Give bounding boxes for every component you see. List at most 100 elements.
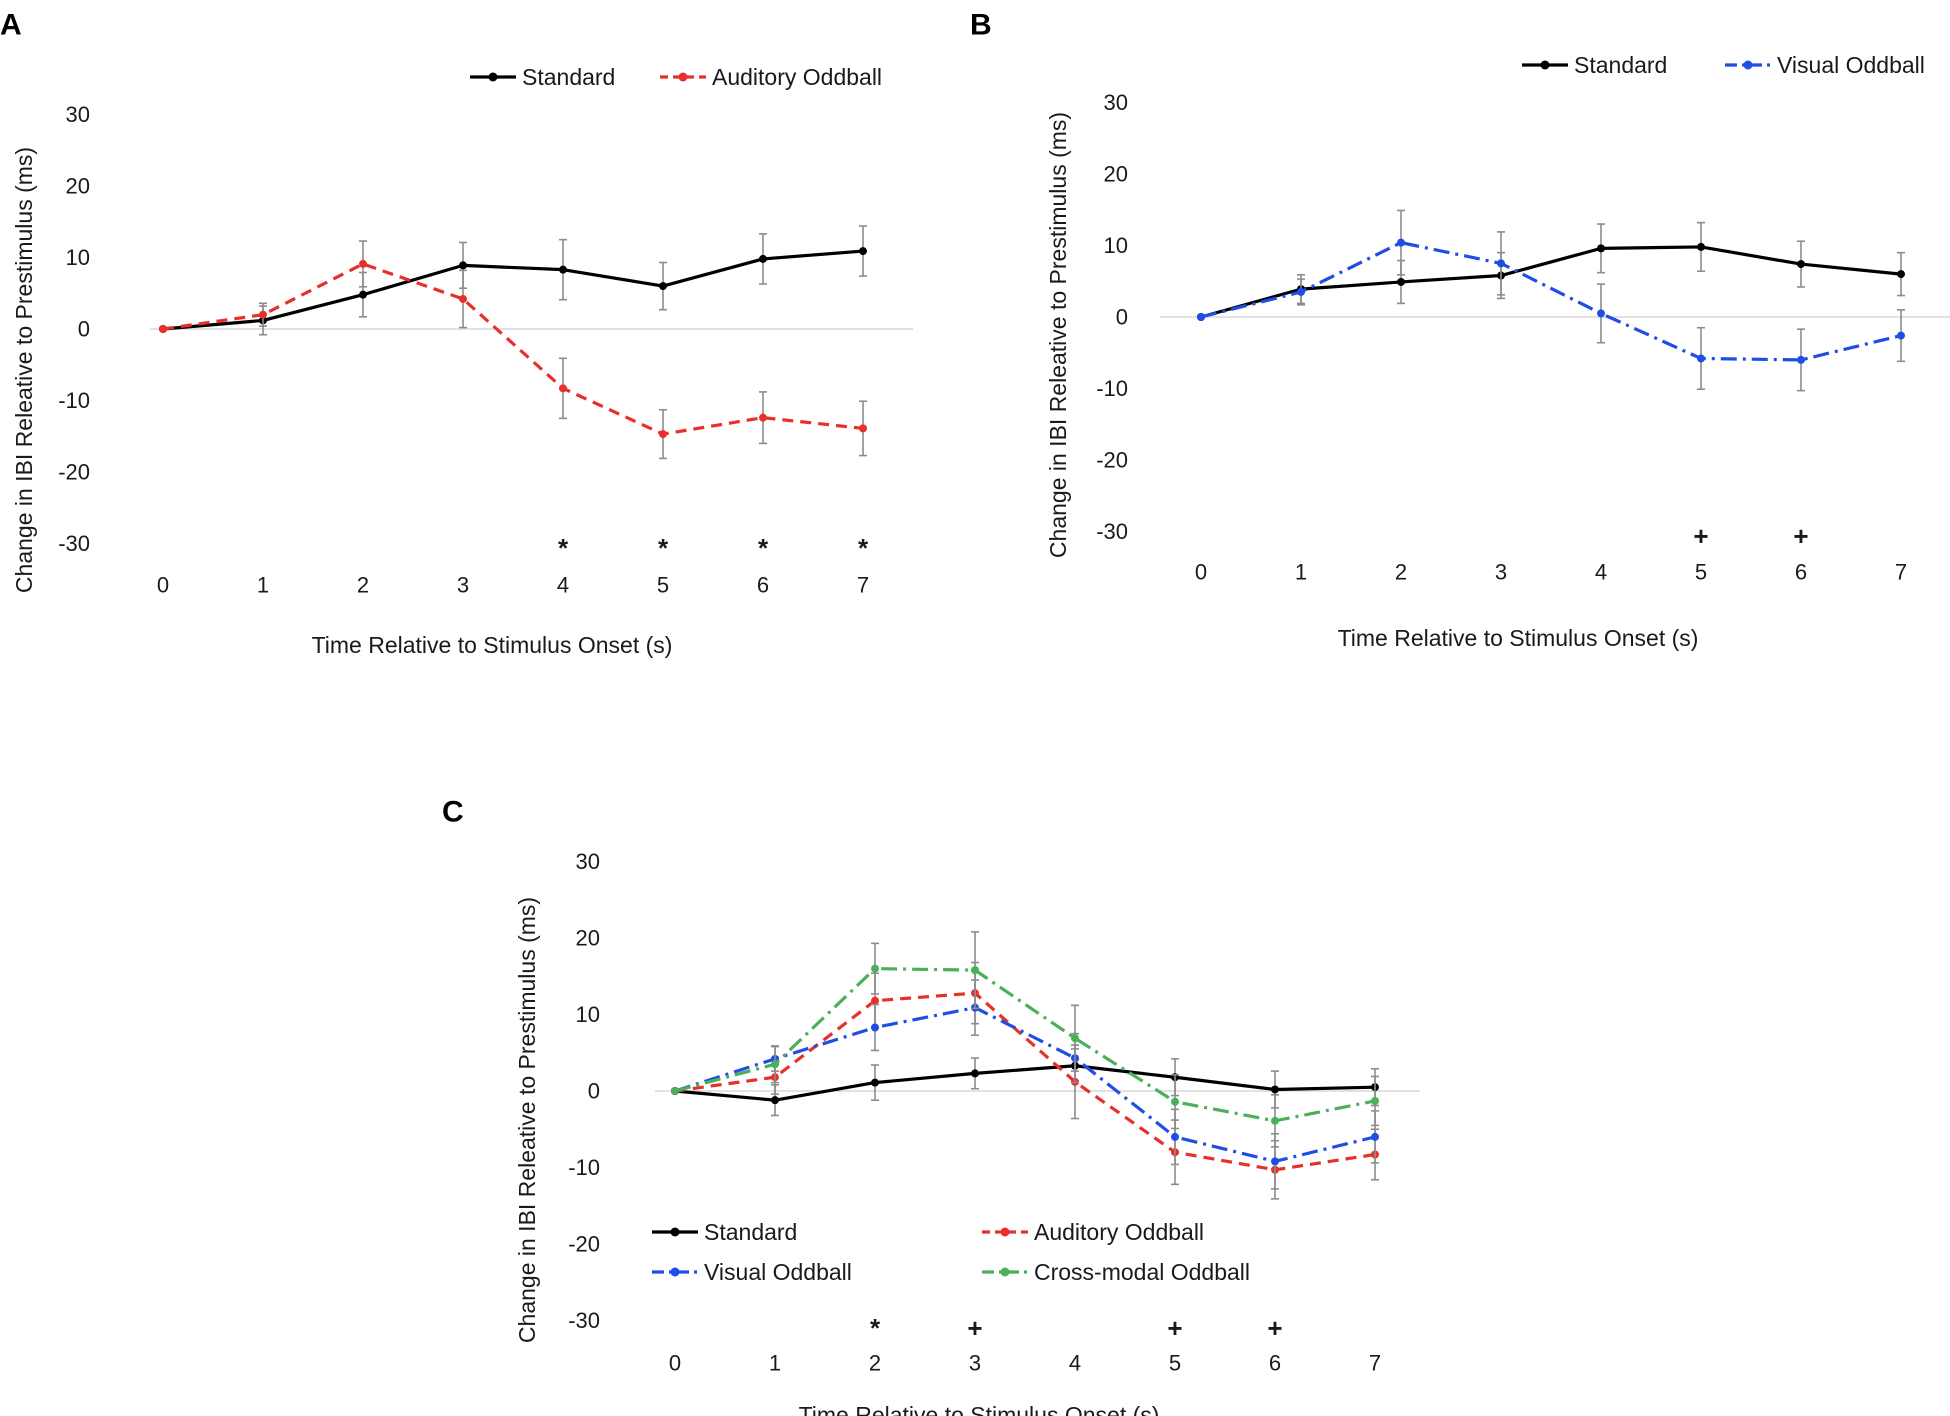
- data-point: [1197, 313, 1205, 321]
- panel-a-x-tick-label: 6: [757, 573, 769, 598]
- panel-a-chart: A 30 20 10 0 -10 -20 -30 0 1 2 3 4 5 6 7 Change in IBI R…: [0, 9, 913, 658]
- legend-marker: [1540, 60, 1550, 70]
- panel-a-x-axis-title: Time Relative to Stimulus Onset (s): [312, 632, 673, 658]
- data-point: [771, 1060, 779, 1069]
- data-point: [759, 413, 767, 422]
- panel-a-y-tick-label: -10: [58, 388, 90, 413]
- panel-b-series-visual-oddball: [1197, 209, 1905, 392]
- panel-c-x-axis-title: Time Relative to Stimulus Onset (s): [799, 1402, 1160, 1416]
- panel-a-x-tick-label: 5: [657, 573, 669, 598]
- legend-marker: [670, 1227, 680, 1237]
- data-point: [859, 424, 867, 433]
- panel-a-y-tick-label: 0: [78, 317, 90, 342]
- panel-a-letter: A: [0, 9, 22, 42]
- panel-a-x-tick-label: 3: [457, 573, 469, 598]
- panel-c-x-tick-label: 7: [1369, 1351, 1381, 1376]
- legend-label: Standard: [1574, 52, 1667, 78]
- data-point: [771, 1096, 779, 1105]
- panel-a-significance-marker: *: [658, 533, 669, 563]
- panel-c-legend-entry: Standard: [652, 1219, 797, 1245]
- data-point: [871, 996, 879, 1005]
- panel-c-x-tick-label: 3: [969, 1351, 981, 1376]
- data-point: [1371, 1096, 1379, 1105]
- panel-a-x-tick-label: 0: [157, 573, 169, 598]
- panel-b-x-tick-label: 4: [1595, 560, 1607, 585]
- panel-a-y-tick-label: -20: [58, 460, 90, 485]
- legend-label: Visual Oddball: [704, 1259, 852, 1285]
- panel-c-y-tick-label: 10: [576, 1002, 600, 1027]
- series-line: [162, 262, 864, 436]
- panel-b-y-tick-label: -30: [1096, 519, 1128, 544]
- data-point: [659, 282, 667, 291]
- panel-c-y-tick-label: 30: [576, 849, 600, 874]
- data-point: [1897, 331, 1905, 340]
- panel-a-x-tick-label: 4: [557, 573, 569, 598]
- panel-c-significance-marker: +: [1267, 1313, 1282, 1343]
- data-point: [1397, 238, 1405, 247]
- series-line: [162, 249, 864, 331]
- data-point: [659, 430, 667, 439]
- panel-b-x-tick-label: 0: [1195, 560, 1207, 585]
- panel-c-x-tick-label: 5: [1169, 1351, 1181, 1376]
- panel-b-significance-marker: +: [1793, 521, 1808, 551]
- panel-b-x-tick-label: 6: [1795, 560, 1807, 585]
- panel-b-x-tick-label: 5: [1695, 560, 1707, 585]
- legend-label: Auditory Oddball: [712, 64, 882, 90]
- data-point: [971, 966, 979, 975]
- legend-marker: [1000, 1227, 1010, 1237]
- data-point: [1697, 242, 1705, 251]
- data-point: [871, 964, 879, 973]
- data-point: [1797, 260, 1805, 269]
- panel-c-chart: C 30 20 10 0 -10 -20 -30 0 1 2 3 4 5 6 7 Change in IBI R…: [442, 796, 1420, 1416]
- panel-c-y-tick-label: 20: [576, 926, 600, 951]
- panel-b-x-tick-label: 2: [1395, 560, 1407, 585]
- panel-b-x-axis-title: Time Relative to Stimulus Onset (s): [1338, 625, 1699, 651]
- data-point: [1171, 1132, 1179, 1141]
- panel-b-y-tick-label: -20: [1096, 448, 1128, 473]
- panel-c-significance-marker: +: [967, 1313, 982, 1343]
- panel-b-legend-entry: Visual Oddball: [1725, 52, 1925, 78]
- panel-b-y-tick-label: -10: [1096, 376, 1128, 401]
- data-point: [359, 290, 367, 299]
- panel-b-y-axis-title: Change in IBI Releative to Prestimulus (…: [1045, 112, 1071, 558]
- panel-c-letter: C: [442, 796, 464, 829]
- panel-c-x-tick-label: 6: [1269, 1351, 1281, 1376]
- panel-a-significance-marker: *: [758, 533, 769, 563]
- panel-c-x-tick-label: 1: [769, 1351, 781, 1376]
- panel-b-x-tick-label: 7: [1895, 560, 1907, 585]
- data-point: [1171, 1097, 1179, 1106]
- legend-marker: [670, 1267, 680, 1277]
- panel-c-legend-entry: Visual Oddball: [652, 1259, 852, 1285]
- panel-a-series-standard: [159, 225, 867, 336]
- data-point: [1271, 1085, 1279, 1094]
- data-point: [871, 1023, 879, 1032]
- panel-c-legend-entry: Cross-modal Oddball: [982, 1259, 1250, 1285]
- data-point: [1071, 1034, 1079, 1043]
- data-point: [1797, 355, 1805, 364]
- panel-a-legend-entry: Standard: [470, 64, 615, 90]
- panel-a-series-auditory-oddball: [159, 240, 867, 460]
- data-point: [359, 259, 367, 268]
- data-point: [1697, 354, 1705, 363]
- series-line: [674, 991, 1376, 1172]
- panel-a-x-tick-label: 2: [357, 573, 369, 598]
- panel-a-significance-marker: *: [858, 533, 869, 563]
- data-point: [1271, 1157, 1279, 1166]
- panel-a-significance-marker: *: [558, 533, 569, 563]
- series-line: [674, 966, 1376, 1123]
- legend-marker: [1743, 60, 1753, 70]
- data-point: [859, 247, 867, 256]
- panel-c-x-tick-label: 2: [869, 1351, 881, 1376]
- data-point: [1597, 244, 1605, 253]
- data-point: [459, 294, 467, 303]
- data-point: [1371, 1132, 1379, 1141]
- panel-c-x-tick-label: 4: [1069, 1351, 1081, 1376]
- panel-c-y-tick-label: -20: [568, 1232, 600, 1257]
- legend-marker: [1000, 1267, 1010, 1277]
- panel-c-y-tick-label: -30: [568, 1308, 600, 1333]
- data-point: [1297, 287, 1305, 296]
- panel-c-x-tick-label: 0: [669, 1351, 681, 1376]
- panel-a-y-tick-label: 10: [66, 245, 90, 270]
- data-point: [159, 325, 167, 333]
- legend-label: Cross-modal Oddball: [1034, 1259, 1250, 1285]
